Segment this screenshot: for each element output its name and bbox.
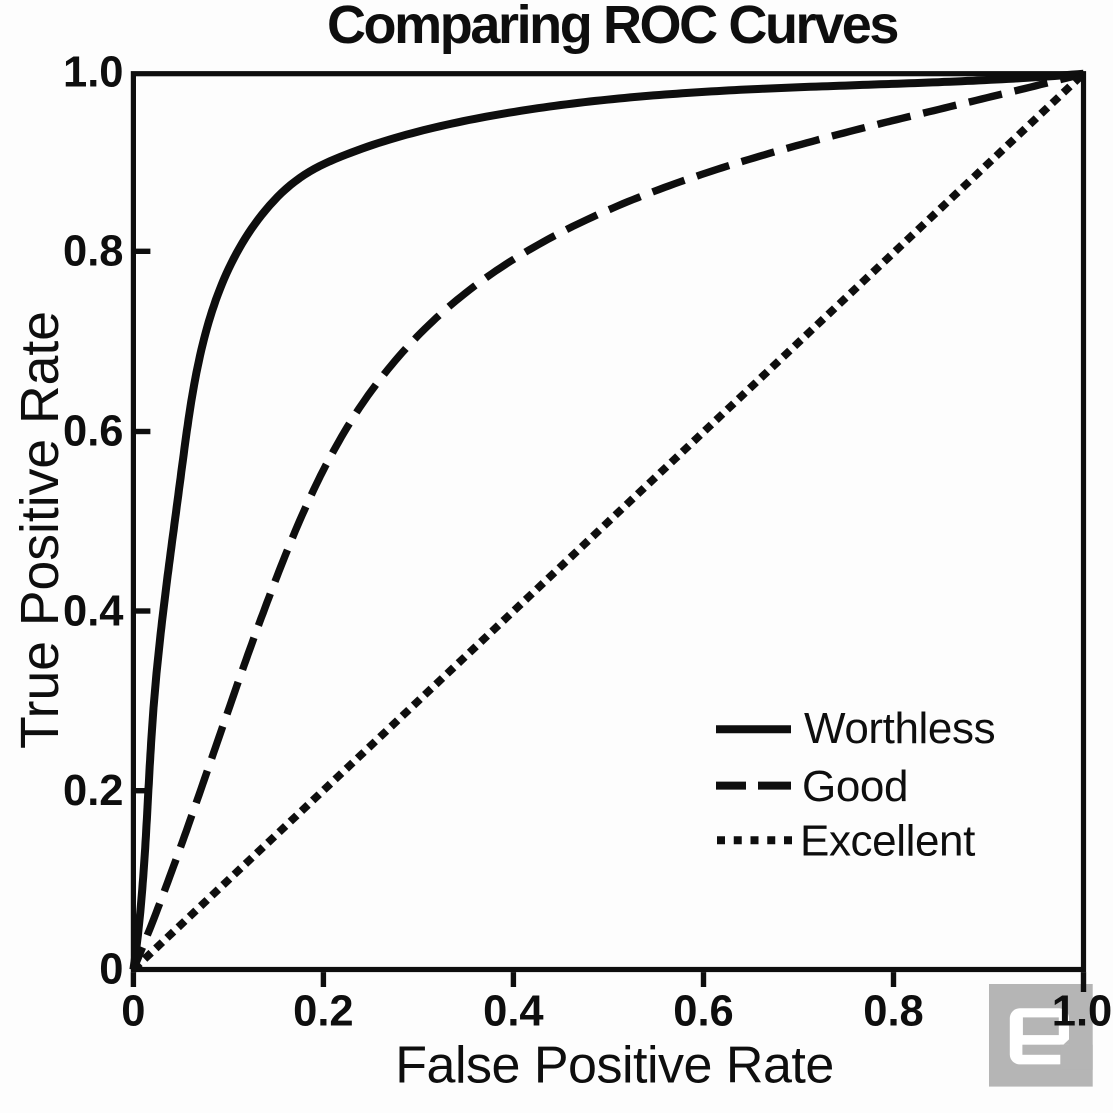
svg-text:0.6: 0.6: [63, 408, 123, 456]
svg-text:0.2: 0.2: [293, 988, 353, 1036]
svg-text:Excellent: Excellent: [800, 817, 975, 866]
svg-text:0.8: 0.8: [863, 988, 923, 1036]
svg-text:1.0: 1.0: [63, 49, 123, 97]
svg-text:0: 0: [121, 988, 145, 1036]
svg-text:Comparing ROC Curves: Comparing ROC Curves: [327, 0, 897, 55]
svg-text:0.4: 0.4: [63, 588, 123, 636]
svg-text:Good: Good: [802, 762, 908, 811]
svg-text:False Positive Rate: False Positive Rate: [395, 1036, 833, 1094]
svg-text:1.0: 1.0: [1052, 988, 1112, 1036]
svg-text:True Positive Rate: True Positive Rate: [11, 311, 70, 749]
svg-text:0: 0: [99, 946, 123, 994]
svg-text:0.4: 0.4: [483, 988, 543, 1036]
svg-text:0.6: 0.6: [673, 988, 733, 1036]
svg-text:Worthless: Worthless: [804, 704, 995, 753]
svg-text:0.2: 0.2: [63, 767, 123, 815]
svg-text:0.8: 0.8: [63, 228, 123, 276]
